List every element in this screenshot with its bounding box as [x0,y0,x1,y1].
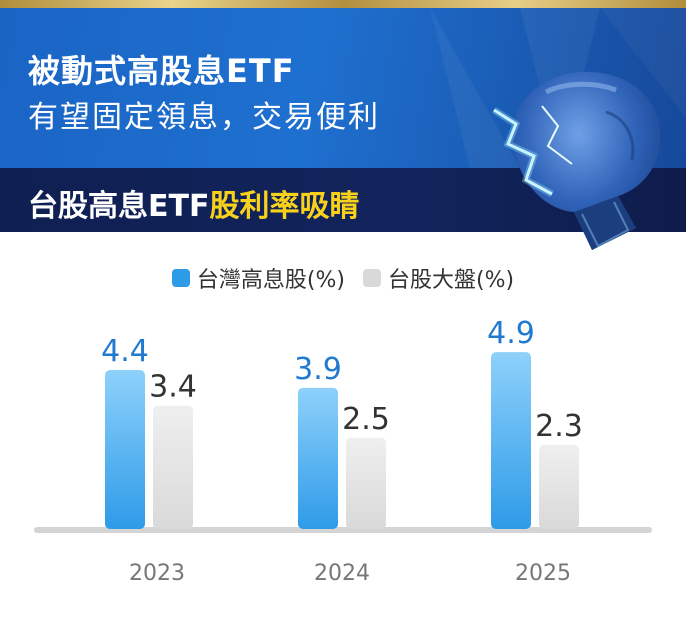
value-label-market-2024: 2.5 [342,402,390,437]
subtitle: 台股高息ETF股利率吸睛 [28,181,359,225]
bar-high-dividend-2025 [491,352,531,529]
gold-top-border [0,0,686,8]
bar-market-2023 [153,405,193,529]
subtitle-white: 台股高息ETF [28,189,210,224]
bar-high-dividend-2023 [105,370,145,529]
bar-market-2024 [346,437,386,529]
value-label-high-dividend-2023: 4.4 [101,334,149,369]
bar-market-2025 [539,444,579,529]
bar-high-dividend-2024 [298,387,338,529]
value-label-high-dividend-2025: 4.9 [487,316,535,351]
value-label-market-2025: 2.3 [535,409,583,444]
legend-item-high-dividend: 台灣高息股(%) [171,262,345,294]
legend-label-high-dividend: 台灣高息股(%) [196,268,345,293]
legend-item-market: 台股大盤(%) [363,262,514,294]
legend-swatch-high-dividend [171,269,190,287]
legend: 台灣高息股(%) 台股大盤(%) [0,262,686,294]
value-label-high-dividend-2024: 3.9 [294,352,342,387]
boxing-glove-icon [492,71,661,250]
legend-label-market: 台股大盤(%) [388,268,515,293]
legend-swatch-market [363,269,381,287]
subtitle-yellow: 股利率吸睛 [209,189,360,224]
x-tick-2023: 2023 [129,561,185,586]
title-line-2: 有望固定領息，交易便利 [28,100,380,135]
value-label-market-2023: 3.4 [149,370,197,405]
x-tick-2024: 2024 [314,561,370,586]
x-tick-2025: 2025 [515,561,571,586]
title-line-1: 被動式高股息ETF [28,52,295,90]
